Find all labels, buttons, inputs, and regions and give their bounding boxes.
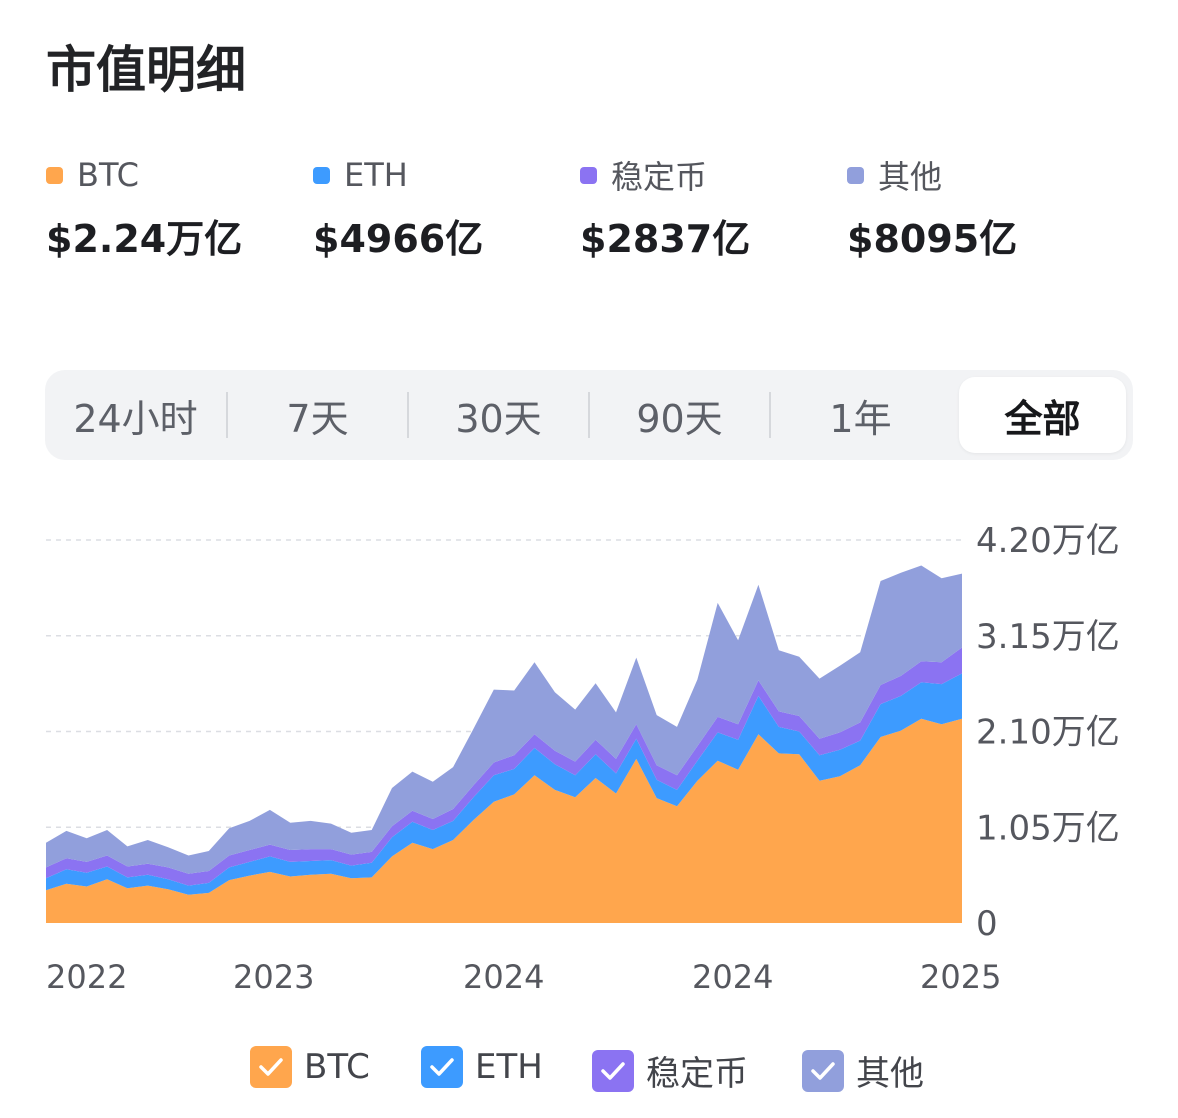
legend-label: ETH (475, 1047, 543, 1087)
legend-other[interactable]: 其他 (802, 1046, 924, 1095)
eth-dot-icon (313, 166, 330, 184)
legend-label: 其他 (856, 1054, 924, 1094)
checkmark-icon (259, 1058, 283, 1076)
summary-value: $8095亿 (847, 217, 1018, 261)
tab-all[interactable]: 全部 (959, 377, 1126, 453)
summary-eth: ETH $4966亿 (313, 152, 483, 263)
y-tick-label: 0 (976, 904, 998, 944)
tab-divider (407, 392, 409, 438)
y-tick-label: 3.15万亿 (976, 617, 1120, 657)
tab-divider (769, 392, 771, 438)
x-axis-labels: 2022 2023 2024 2024 2025 (46, 958, 1001, 996)
summary-other: 其他 $8095亿 (847, 152, 1017, 263)
tab-1y[interactable]: 1年 (829, 396, 892, 441)
market-cap-summary: BTC $2.24万亿 ETH $4966亿 稳定币 $2837亿 其他 $80… (46, 152, 1146, 262)
x-tick-label: 2024 (692, 958, 773, 996)
x-tick-label: 2022 (46, 958, 127, 996)
chart-legend: BTC ETH 稳定币 其他 (0, 1046, 1178, 1100)
checkmark-icon (430, 1058, 454, 1076)
area-series-BTC (46, 718, 962, 923)
summary-value: $4966亿 (313, 217, 484, 261)
summary-label: BTC (77, 156, 139, 194)
summary-value: $2837亿 (580, 217, 751, 261)
area-series-ETH (46, 673, 962, 895)
area-series-其他 (46, 565, 962, 874)
summary-value: $2.24万亿 (46, 217, 243, 261)
summary-label: 其他 (878, 158, 943, 196)
y-tick-label: 4.20万亿 (976, 521, 1120, 561)
y-tick-label: 1.05万亿 (976, 808, 1120, 848)
tab-divider (226, 392, 228, 438)
legend-label: 稳定币 (646, 1054, 748, 1094)
y-axis-labels: 0 1.05万亿 2.10万亿 3.15万亿 4.20万亿 (976, 521, 1120, 944)
tab-7d[interactable]: 7天 (286, 396, 349, 441)
tab-divider (588, 392, 590, 438)
checkbox[interactable] (802, 1049, 844, 1092)
legend-eth[interactable]: ETH (421, 1046, 543, 1088)
legend-label: BTC (304, 1047, 370, 1087)
area-series-稳定币 (46, 647, 962, 886)
other-dot-icon (847, 166, 864, 184)
summary-btc: BTC $2.24万亿 (46, 152, 242, 263)
page-title: 市值明细 (46, 41, 246, 99)
btc-dot-icon (46, 166, 63, 184)
x-tick-label: 2023 (233, 958, 314, 996)
stacked-areas (46, 565, 962, 923)
checkmark-icon (811, 1061, 835, 1080)
checkbox[interactable] (421, 1046, 463, 1088)
legend-stablecoin[interactable]: 稳定币 (592, 1046, 748, 1095)
x-tick-label: 2025 (920, 958, 1001, 996)
summary-label: ETH (344, 156, 408, 194)
summary-stablecoin: 稳定币 $2837亿 (580, 152, 750, 263)
checkbox[interactable] (250, 1046, 292, 1088)
time-range-tabs: 24小时 7天 30天 90天 1年 全部 (45, 370, 1133, 460)
checkmark-icon (601, 1061, 625, 1080)
summary-label: 稳定币 (611, 158, 708, 196)
stablecoin-dot-icon (580, 166, 597, 184)
legend-btc[interactable]: BTC (250, 1046, 370, 1088)
y-tick-label: 2.10万亿 (976, 713, 1120, 753)
checkbox[interactable] (592, 1049, 634, 1092)
tab-30d[interactable]: 30天 (455, 396, 542, 441)
tab-24h[interactable]: 24小时 (73, 396, 198, 441)
x-tick-label: 2024 (463, 958, 544, 996)
tab-90d[interactable]: 90天 (636, 396, 723, 441)
